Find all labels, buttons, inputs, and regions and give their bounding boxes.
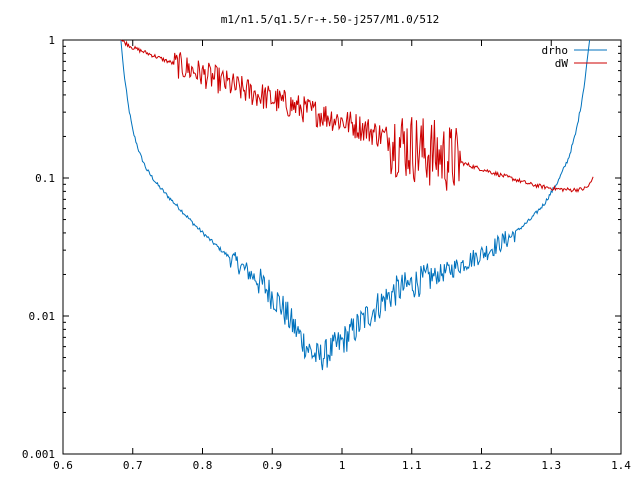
y-tick-label: 1	[48, 34, 55, 47]
chart-title: m1/n1.5/q1.5/r-+.50-j257/M1.0/512	[221, 13, 440, 26]
y-tick-label: 0.1	[35, 172, 55, 185]
y-tick-label: 0.001	[22, 448, 55, 461]
x-tick-label: 0.6	[53, 459, 73, 472]
plot-area	[120, 39, 594, 371]
x-tick-label: 0.8	[193, 459, 213, 472]
plot-frame	[62, 39, 622, 455]
x-tick-label: 1.3	[541, 459, 561, 472]
legend-label-dW: dW	[555, 57, 569, 70]
x-tick-label: 1.1	[402, 459, 422, 472]
legend-label-drho: drho	[542, 44, 569, 57]
x-tick-label: 1.2	[472, 459, 492, 472]
x-tick-label: 1	[339, 459, 346, 472]
y-tick-label: 0.01	[29, 310, 56, 323]
series-line-dW	[120, 39, 594, 193]
y-axis: 1 0.1 0.01 0.001	[22, 34, 621, 461]
x-axis: 0.6 0.7 0.8 0.9 1 1.1 1.2 1.3 1.4	[53, 40, 631, 472]
series-line-drho	[120, 39, 591, 371]
x-tick-label: 1.4	[611, 459, 631, 472]
x-tick-label: 0.7	[123, 459, 143, 472]
x-tick-label: 0.9	[262, 459, 282, 472]
